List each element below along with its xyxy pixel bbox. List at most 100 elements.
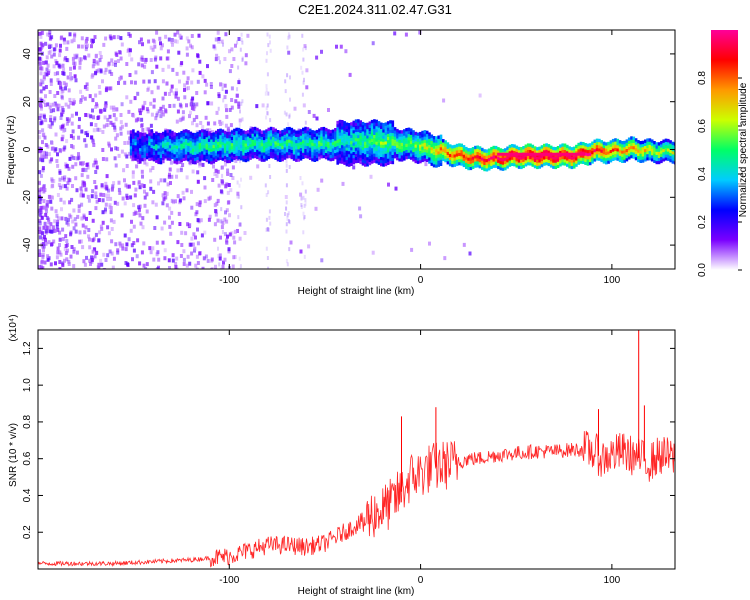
ridge-cell	[145, 143, 149, 147]
ridge-cell	[274, 134, 277, 139]
ridge-cell	[579, 160, 583, 164]
ridge-cell	[444, 152, 447, 157]
ridge-cell	[187, 133, 190, 137]
ridge-cell	[446, 148, 450, 152]
noise-cell	[264, 183, 267, 188]
ridge-cell	[240, 153, 243, 158]
noise-cell	[49, 115, 53, 120]
ridge-cell	[566, 157, 569, 161]
ridge-cell	[272, 155, 275, 159]
noise-cell	[174, 93, 178, 98]
ridge-cell	[545, 158, 548, 163]
noise-cell	[46, 254, 50, 259]
ridge-cell	[132, 129, 135, 133]
noise-cell	[393, 31, 397, 36]
ridge-cell	[198, 155, 202, 159]
noise-cell	[169, 88, 173, 93]
ridge-cell	[297, 136, 300, 140]
ridge-cell	[370, 135, 374, 139]
ridge-cell	[157, 148, 160, 152]
noise-cell	[198, 203, 202, 208]
noise-cell	[186, 254, 190, 259]
snr-ylabel: SNR (10 * v/v)	[8, 423, 19, 487]
ridge-cell	[531, 147, 535, 152]
noise-cell	[72, 264, 76, 269]
ridge-cell	[334, 137, 337, 141]
ridge-cell	[366, 163, 369, 167]
ridge-cell	[419, 150, 422, 154]
ridge-cell	[467, 148, 470, 152]
ridge-cell	[155, 153, 158, 157]
noise-cell	[140, 183, 144, 188]
noise-cell	[75, 250, 79, 255]
ridge-cell	[201, 132, 204, 136]
ridge-cell	[182, 138, 186, 143]
noise-cell	[39, 210, 43, 215]
noise-cell	[228, 49, 231, 54]
ridge-cell	[214, 158, 218, 162]
ridge-cell	[382, 126, 385, 130]
ridge-cell	[352, 126, 356, 131]
ridge-cell	[168, 148, 172, 152]
ridge-cell	[618, 158, 622, 163]
ridge-cell	[152, 154, 156, 159]
ridge-cell	[380, 150, 383, 154]
ridge-cell	[302, 152, 305, 156]
noise-cell	[211, 130, 214, 135]
noise-cell	[192, 232, 196, 237]
ridge-cell	[543, 146, 546, 151]
ridge-cell	[279, 139, 282, 144]
ridge-cell	[641, 159, 645, 163]
noise-cell	[84, 131, 88, 136]
noise-cell	[225, 108, 228, 113]
ridge-cell	[221, 141, 225, 146]
ridge-cell	[352, 154, 356, 159]
noise-cell	[307, 110, 311, 114]
ridge-cell	[646, 147, 649, 152]
noise-cell	[38, 225, 42, 230]
ridge-cell	[288, 133, 291, 137]
ridge-cell	[313, 155, 317, 159]
noise-cell	[42, 86, 46, 91]
noise-cell	[181, 116, 185, 121]
ridge-cell	[588, 149, 592, 153]
ridge-cell	[639, 153, 642, 157]
noise-cell	[203, 78, 207, 83]
ridge-cell	[657, 142, 661, 146]
ridge-cell	[235, 149, 238, 153]
noise-cell	[127, 237, 131, 242]
noise-cell	[312, 113, 316, 118]
noise-cell	[173, 32, 177, 37]
ridge-cell	[324, 127, 328, 132]
ridge-cell	[347, 135, 351, 139]
noise-cell	[91, 140, 95, 145]
ridge-cell	[621, 144, 624, 148]
noise-cell	[116, 250, 120, 255]
noise-cell	[81, 162, 84, 167]
noise-cell	[123, 141, 127, 145]
noise-cell	[90, 74, 94, 79]
noise-cell	[57, 63, 61, 68]
noise-cell	[240, 37, 243, 42]
noise-cell	[80, 239, 83, 244]
ridge-cell	[570, 147, 574, 151]
ridge-cell	[228, 134, 232, 139]
ridge-cell	[134, 135, 137, 140]
noise-cell	[195, 210, 199, 215]
noise-cell	[157, 257, 161, 262]
ridge-cell	[368, 146, 372, 150]
noise-cell	[40, 259, 44, 264]
ridge-cell	[462, 163, 466, 168]
noise-cell	[143, 60, 147, 64]
ridge-cell	[345, 125, 349, 129]
noise-cell	[188, 223, 192, 228]
ridge-cell	[331, 145, 335, 149]
ridge-cell	[159, 154, 163, 158]
ridge-cell	[660, 159, 663, 164]
ridge-cell	[407, 136, 411, 141]
ridge-cell	[315, 151, 319, 155]
noise-cell	[195, 123, 199, 128]
ridge-cell	[311, 145, 314, 149]
ridge-cell	[182, 132, 186, 137]
noise-cell	[44, 241, 48, 246]
